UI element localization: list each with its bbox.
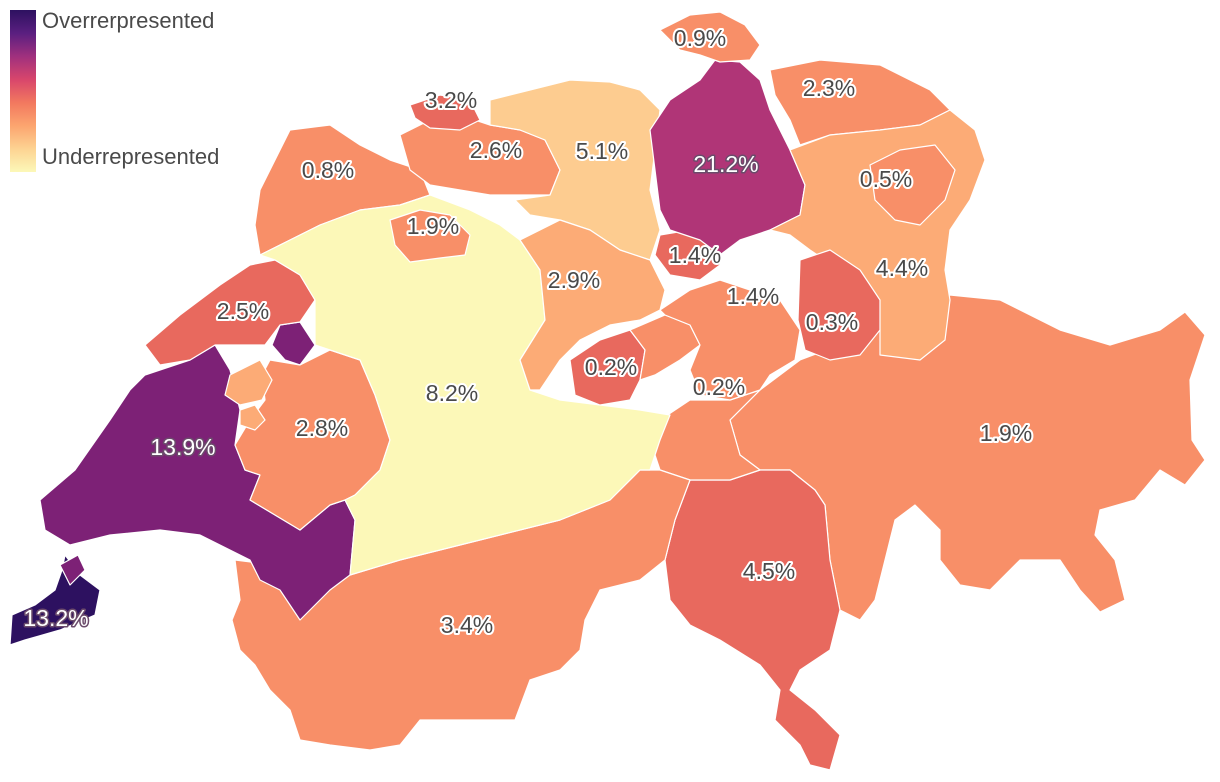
region-label: 0.2% <box>585 354 637 380</box>
region-bern[interactable] <box>259 194 671 576</box>
region-uri[interactable] <box>649 389 761 481</box>
region-label: 0.2% <box>693 374 745 400</box>
region-label: 1.9% <box>980 420 1032 446</box>
region-label: 13.2% <box>23 605 88 631</box>
legend-gradient-bar <box>10 10 36 172</box>
region-ticino[interactable] <box>664 469 841 771</box>
region-lucerne[interactable] <box>519 219 666 391</box>
region-label: 3.4% <box>441 612 493 638</box>
region-neuchatel[interactable] <box>144 259 316 366</box>
region-schaffhausen[interactable] <box>659 11 761 63</box>
region-label: 5.1% <box>576 138 628 164</box>
region-label: 0.5% <box>860 166 912 192</box>
region-label: 2.8% <box>296 415 348 441</box>
region-label: 13.9% <box>150 434 215 460</box>
region-label: 0.3% <box>806 309 858 335</box>
region-label: 3.2% <box>425 87 477 113</box>
region-label: 0.9% <box>674 25 726 51</box>
region-bern-north[interactable] <box>389 209 471 263</box>
region-label: 2.5% <box>217 298 269 324</box>
region-label: 1.4% <box>669 242 721 268</box>
region-basel[interactable] <box>409 94 481 131</box>
region-label: 4.5% <box>743 558 795 584</box>
region-geneva[interactable] <box>9 554 101 646</box>
region-vaud-enclave[interactable] <box>271 321 316 366</box>
region-appenzell[interactable] <box>869 144 956 226</box>
region-label: 0.8% <box>302 157 354 183</box>
legend-top-label: Overrerpresented <box>42 8 215 33</box>
region-label: 1.4% <box>727 283 779 309</box>
region-fribourg-small[interactable] <box>224 359 273 406</box>
region-broye[interactable] <box>239 404 266 431</box>
color-legend: Overrerpresented Underrepresented <box>0 0 260 180</box>
legend-bottom-label: Underrepresented <box>42 144 220 169</box>
region-label: 21.2% <box>693 151 758 177</box>
region-label: 1.9% <box>407 213 459 239</box>
region-label: 2.6% <box>470 137 522 163</box>
region-label: 4.4% <box>876 255 928 281</box>
region-label: 2.3% <box>803 75 855 101</box>
region-schwyz[interactable] <box>659 279 801 401</box>
region-label: 8.2% <box>426 380 478 406</box>
region-glarus[interactable] <box>797 249 881 361</box>
region-label: 2.9% <box>548 267 600 293</box>
region-geneva-nyon[interactable] <box>59 554 86 586</box>
